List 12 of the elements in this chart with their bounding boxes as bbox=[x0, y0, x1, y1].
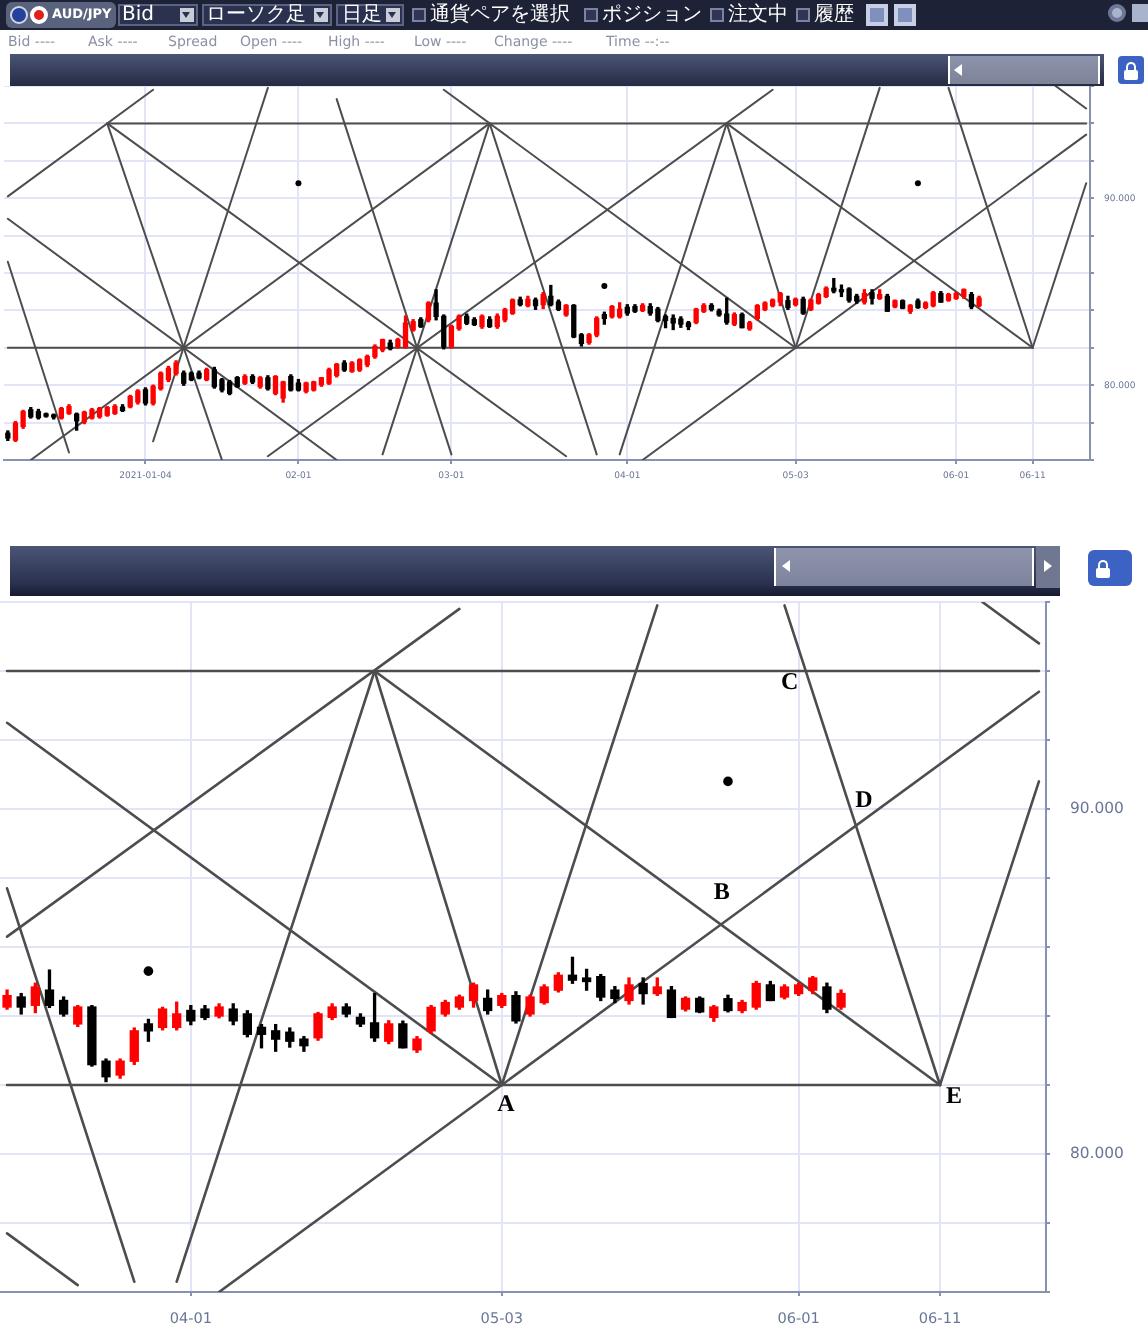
text: ローソク足 bbox=[206, 4, 306, 26]
text: Bid bbox=[122, 4, 154, 26]
annotation: E bbox=[945, 1081, 962, 1110]
text: 履歴 bbox=[814, 4, 854, 26]
annotation: B bbox=[713, 877, 730, 906]
text: 日足 bbox=[342, 4, 382, 26]
text: ポジション bbox=[602, 4, 702, 26]
text: 通貨ペアを選択 bbox=[430, 4, 570, 26]
text: 注文中 bbox=[728, 4, 788, 26]
annotation: D bbox=[855, 785, 874, 814]
annotation: A bbox=[497, 1089, 516, 1118]
annotation: C bbox=[781, 666, 799, 695]
